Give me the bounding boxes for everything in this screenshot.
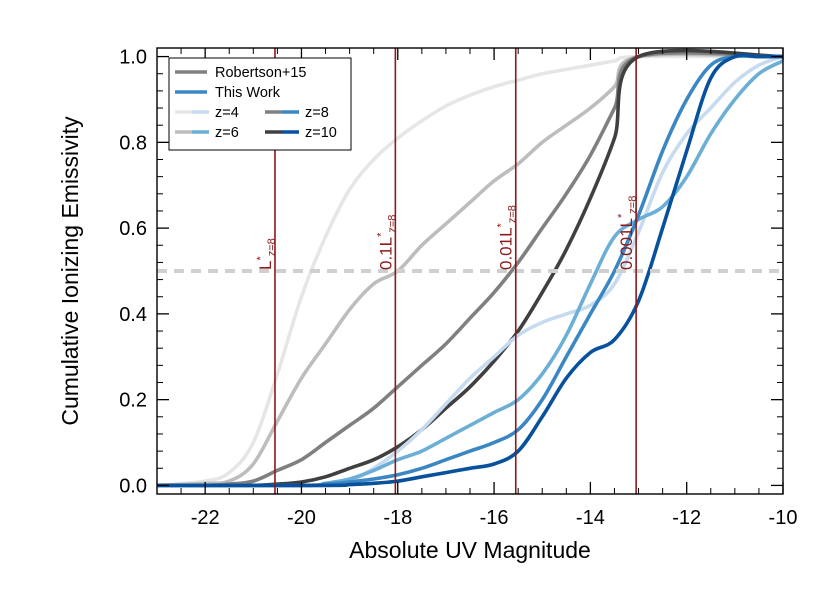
- axes: -22 -20 -18 -16 -14 -12 -10 0.0 0.2 0.4 0.6 0.8 1.0: [119, 47, 797, 529]
- series-this-work-z-10: [157, 53, 783, 488]
- y-tick-label: 0.8: [119, 132, 147, 154]
- legend-label-robertson-15: Robertson+15: [215, 65, 307, 81]
- x-tick-label: -22: [191, 507, 220, 529]
- y-tick-label: 0.0: [119, 475, 147, 497]
- vline-label-4: 0.001L*z=8: [616, 196, 639, 270]
- legend-label-z-4: z=4: [215, 105, 239, 121]
- y-tick-label: 0.6: [119, 218, 147, 240]
- x-tick-label: -20: [287, 507, 316, 529]
- series-layer: [157, 48, 783, 488]
- series-this-work-z-6: [157, 59, 783, 488]
- series-this-work-z-4: [157, 54, 783, 488]
- legend-label-this-work: This Work: [215, 85, 281, 101]
- y-axis-title: Cumulative Ionizing Emissivity: [57, 116, 83, 426]
- vline-label-2: 0.1L*z=8: [375, 215, 398, 270]
- legend: Robertson+15 This Work z=4 z=8 z=6 z=10: [168, 57, 352, 151]
- reference-lines: L*z=8 0.1L*z=8 0.01L*z=8 0.001L*z=8: [157, 48, 783, 494]
- x-tick-label: -10: [769, 507, 798, 529]
- series-robertson-15-z-6: [157, 52, 783, 488]
- x-tick-label: -12: [672, 507, 701, 529]
- y-tick-label: 1.0: [119, 47, 147, 69]
- series-robertson-15-z-4: [157, 54, 783, 488]
- vline-label-3: 0.01L*z=8: [496, 205, 519, 270]
- y-tick-label: 0.4: [119, 304, 147, 326]
- x-tick-label: -14: [576, 507, 605, 529]
- legend-label-z-8: z=8: [305, 105, 329, 121]
- series-this-work-z-8: [157, 54, 783, 488]
- legend-label-z-6: z=6: [215, 125, 239, 141]
- x-tick-label: -18: [383, 507, 412, 529]
- y-tick-label: 0.2: [119, 390, 147, 412]
- x-tick-label: -16: [480, 507, 509, 529]
- series-robertson-15-z-8: [157, 50, 783, 488]
- x-axis-title: Absolute UV Magnitude: [349, 537, 591, 563]
- vline-label-1: L*z=8: [255, 238, 278, 270]
- legend-label-z-10: z=10: [305, 125, 337, 141]
